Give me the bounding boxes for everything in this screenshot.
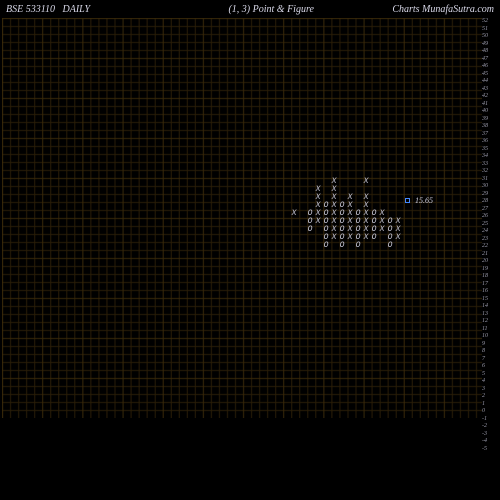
y-tick-label: 36	[482, 138, 498, 146]
y-tick-label: 18	[482, 273, 498, 281]
y-tick-label: 49	[482, 41, 498, 49]
y-tick-label: 3	[482, 386, 498, 394]
y-tick-label: 27	[482, 206, 498, 214]
y-tick-label: 24	[482, 228, 498, 236]
y-tick-label: 50	[482, 33, 498, 41]
y-tick-label: 7	[482, 356, 498, 364]
pnf-o-cell: O	[370, 234, 378, 242]
y-tick-label: 31	[482, 176, 498, 184]
y-tick-label: 35	[482, 146, 498, 154]
y-tick-label: 16	[482, 288, 498, 296]
pnf-o-cell: O	[338, 242, 346, 250]
y-tick-label: -2	[482, 423, 498, 431]
brand-label: Charts MunafaSutra.com	[392, 4, 494, 15]
y-tick-label: 17	[482, 281, 498, 289]
y-tick-label: 8	[482, 348, 498, 356]
current-price-label: 15.65	[415, 196, 433, 205]
pnf-x-cell: X	[314, 218, 322, 226]
y-tick-label: 26	[482, 213, 498, 221]
y-tick-label: 33	[482, 161, 498, 169]
y-tick-label: -3	[482, 431, 498, 439]
y-tick-label: 46	[482, 63, 498, 71]
current-price-marker	[405, 198, 410, 203]
pnf-o-cell: O	[354, 242, 362, 250]
y-tick-label: 12	[482, 318, 498, 326]
y-tick-label: 39	[482, 116, 498, 124]
y-tick-label: 19	[482, 266, 498, 274]
y-tick-label: 51	[482, 26, 498, 34]
y-tick-label: 30	[482, 183, 498, 191]
y-axis: 5251504948474645444342414039383736353433…	[482, 18, 498, 448]
y-tick-label: -1	[482, 416, 498, 424]
y-tick-label: 22	[482, 243, 498, 251]
y-tick-label: 40	[482, 108, 498, 116]
pnf-x-cell: X	[378, 226, 386, 234]
y-tick-label: 52	[482, 18, 498, 26]
y-tick-label: 41	[482, 101, 498, 109]
y-tick-label: 38	[482, 123, 498, 131]
y-tick-label: -5	[482, 446, 498, 454]
y-tick-label: 45	[482, 71, 498, 79]
pnf-x-cell: X	[290, 210, 298, 218]
y-tick-label: 28	[482, 198, 498, 206]
chart-grid	[2, 18, 482, 418]
pnf-x-cell: X	[362, 234, 370, 242]
y-tick-label: 32	[482, 168, 498, 176]
ticker-label: BSE 533110 DAILY	[6, 4, 90, 15]
pnf-x-cell: X	[346, 234, 354, 242]
y-tick-label: 5	[482, 371, 498, 379]
y-tick-label: 6	[482, 363, 498, 371]
y-tick-label: 14	[482, 303, 498, 311]
y-tick-label: 25	[482, 221, 498, 229]
y-tick-label: 11	[482, 326, 498, 334]
interval-label: DAILY	[62, 4, 90, 15]
pnf-x-cell: X	[394, 234, 402, 242]
pnf-o-cell: O	[306, 226, 314, 234]
y-tick-label: 48	[482, 48, 498, 56]
y-tick-label: 13	[482, 311, 498, 319]
chart-header: BSE 533110 DAILY (1, 3) Point & Figure C…	[6, 4, 494, 15]
y-tick-label: 20	[482, 258, 498, 266]
y-tick-label: 23	[482, 236, 498, 244]
y-tick-label: 15	[482, 296, 498, 304]
y-tick-label: 1	[482, 401, 498, 409]
y-tick-label: 34	[482, 153, 498, 161]
pnf-o-cell: O	[322, 242, 330, 250]
y-tick-label: 10	[482, 333, 498, 341]
y-tick-label: -4	[482, 438, 498, 446]
y-tick-label: 0	[482, 408, 498, 416]
y-tick-label: 29	[482, 191, 498, 199]
y-tick-label: 37	[482, 131, 498, 139]
y-tick-label: 9	[482, 341, 498, 349]
y-tick-label: 42	[482, 93, 498, 101]
y-tick-label: 4	[482, 378, 498, 386]
y-tick-label: 47	[482, 56, 498, 64]
y-tick-label: 44	[482, 78, 498, 86]
pnf-o-cell: O	[386, 242, 394, 250]
pnf-x-cell: X	[362, 178, 370, 186]
y-tick-label: 43	[482, 86, 498, 94]
ticker-code: BSE 533110	[6, 4, 55, 15]
pnf-x-cell: X	[330, 234, 338, 242]
y-tick-label: 2	[482, 393, 498, 401]
y-tick-label: 21	[482, 251, 498, 259]
chart-config: (1, 3) Point & Figure	[228, 4, 313, 15]
